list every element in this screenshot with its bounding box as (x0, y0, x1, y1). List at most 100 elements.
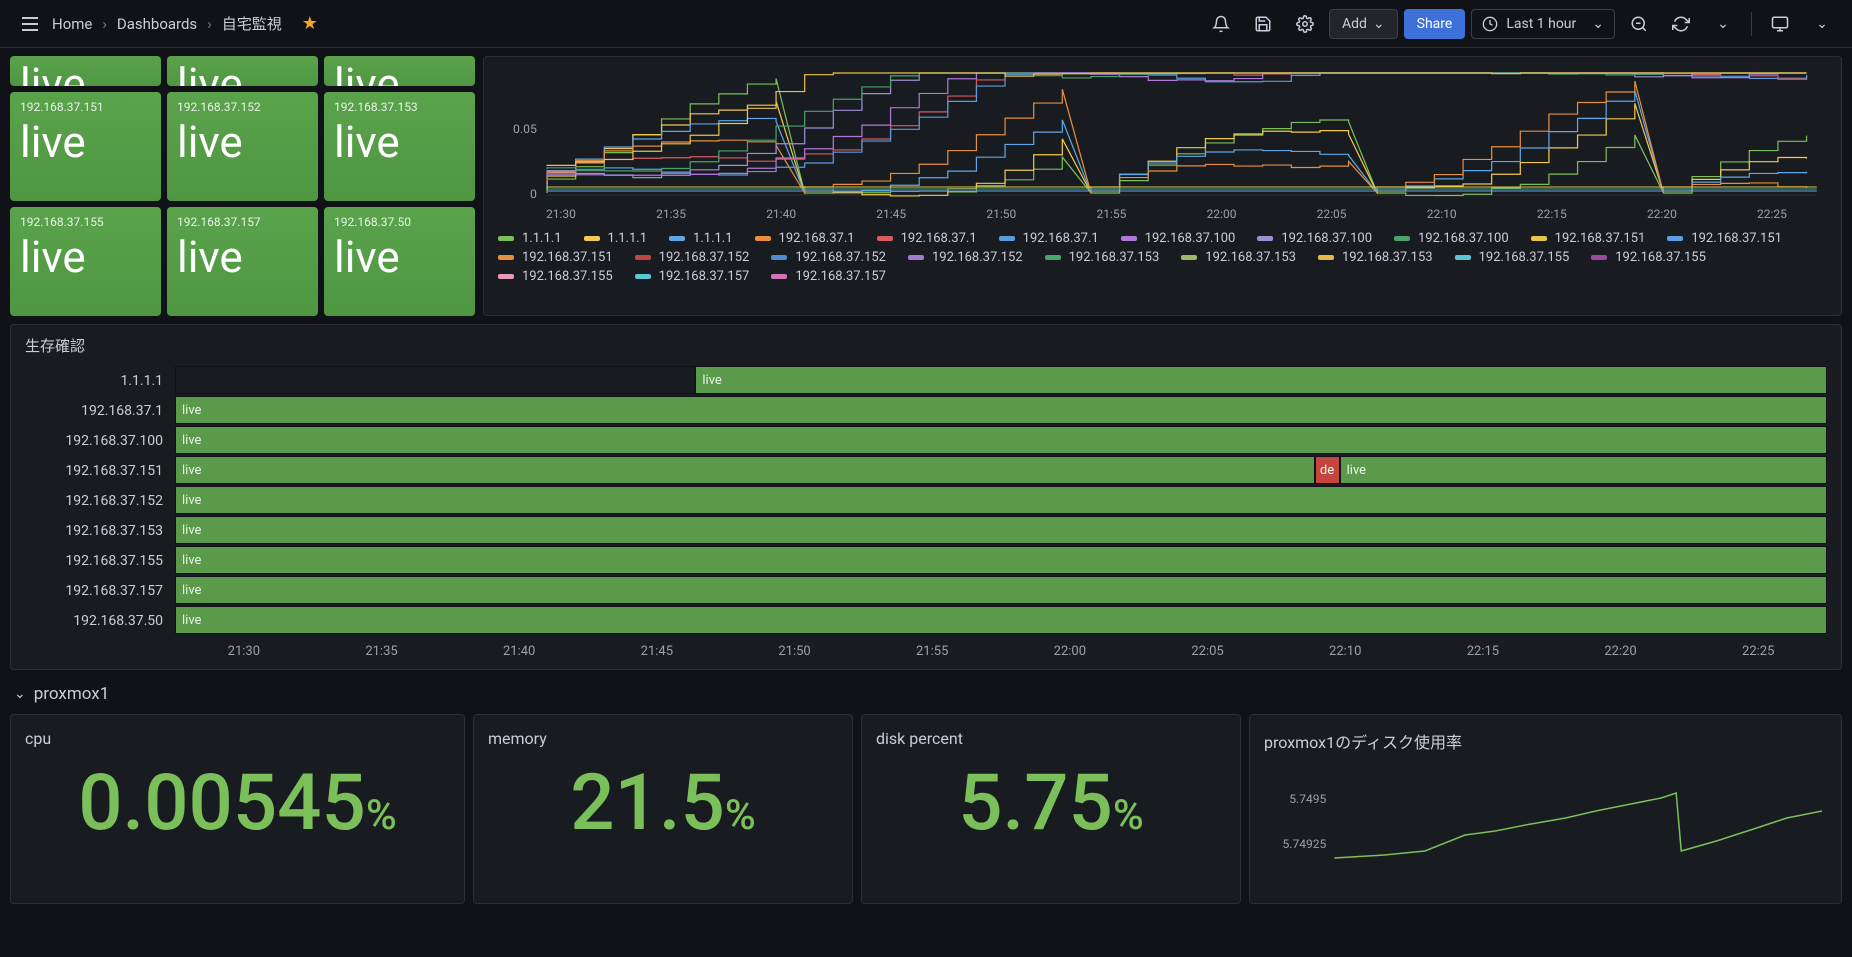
share-button[interactable]: Share (1404, 9, 1466, 39)
legend-item[interactable]: 192.168.37.153 (1181, 250, 1296, 265)
panel-title: proxmox1のディスク使用率 (1264, 729, 1827, 753)
legend-item[interactable]: 192.168.37.155 (1455, 250, 1570, 265)
legend-item[interactable]: 192.168.37.1 (877, 231, 977, 246)
legend-label: 192.168.37.1 (779, 231, 855, 246)
stat-panel-cpu[interactable]: cpu 0.00545% (10, 714, 465, 904)
legend-item[interactable]: 1.1.1.1 (584, 231, 648, 246)
legend-item[interactable]: 1.1.1.1 (498, 231, 562, 246)
star-icon[interactable]: ★ (302, 13, 318, 34)
menu-icon[interactable] (12, 6, 48, 42)
legend-item[interactable]: 192.168.37.157 (771, 269, 886, 284)
live-tile-ip: 192.168.37.152 (177, 100, 308, 114)
legend-label: 192.168.37.100 (1145, 231, 1236, 246)
legend-label: 192.168.37.157 (659, 269, 750, 284)
live-tile[interactable]: 192.168.37.152 live (167, 92, 318, 201)
add-button[interactable]: Add ⌄ (1329, 9, 1398, 39)
legend-item[interactable]: 192.168.37.155 (498, 269, 613, 284)
panel-title: cpu (25, 729, 450, 748)
legend-item[interactable]: 192.168.37.1 (755, 231, 855, 246)
status-row-bar[interactable]: live (175, 426, 1827, 454)
legend-swatch (1591, 255, 1607, 260)
legend-item[interactable]: 192.168.37.151 (498, 250, 613, 265)
row-toggle-proxmox1[interactable]: ⌄ proxmox1 (10, 678, 1842, 714)
breadcrumb-home[interactable]: Home (52, 15, 92, 33)
status-row-bar[interactable]: livedelive (175, 456, 1827, 484)
status-segment: live (175, 576, 1827, 604)
legend-swatch (669, 236, 685, 241)
breadcrumb-dashboards[interactable]: Dashboards (117, 15, 197, 33)
live-tile[interactable]: 192.168.37.50live (324, 207, 475, 316)
status-row-bar[interactable]: live (175, 606, 1827, 634)
status-segment: live (175, 426, 1827, 454)
legend-item[interactable]: 192.168.37.152 (635, 250, 750, 265)
legend-item[interactable]: 192.168.37.155 (1591, 250, 1706, 265)
monitor-icon[interactable] (1762, 6, 1798, 42)
section-title: proxmox1 (34, 684, 110, 704)
legend-item[interactable]: 192.168.37.157 (635, 269, 750, 284)
legend-item[interactable]: 192.168.37.152 (908, 250, 1023, 265)
legend-item[interactable]: 1.1.1.1 (669, 231, 733, 246)
status-history-xaxis: 21:3021:3521:4021:4521:5021:5522:0022:05… (175, 644, 1827, 659)
live-tile[interactable]: live (10, 56, 161, 86)
stat-panel-disk[interactable]: disk percent 5.75% (861, 714, 1241, 904)
stat-value: 5.75% (876, 758, 1226, 849)
refresh-interval-dropdown[interactable]: ⌄ (1705, 6, 1741, 42)
live-tile[interactable]: 192.168.37.153live (324, 92, 475, 201)
add-label: Add (1342, 16, 1367, 32)
legend-label: 192.168.37.152 (932, 250, 1023, 265)
refresh-icon[interactable] (1663, 6, 1699, 42)
expand-icon[interactable]: ⌄ (1804, 6, 1840, 42)
stat-value: 0.00545% (25, 758, 450, 849)
live-tile[interactable]: 192.168.37.157live (167, 207, 318, 316)
status-segment: live (175, 396, 1827, 424)
status-segment (175, 366, 695, 394)
legend-label: 192.168.37.1 (901, 231, 977, 246)
live-tile[interactable]: live (167, 56, 318, 86)
legend-swatch (1181, 255, 1197, 260)
time-range-picker[interactable]: Last 1 hour ⌄ (1471, 9, 1615, 39)
chart-legend: 1.1.1.1 1.1.1.1 1.1.1.1 192.168.37.1 192.168… (498, 231, 1827, 284)
legend-item[interactable]: 192.168.37.100 (1257, 231, 1372, 246)
status-segment: de (1315, 456, 1340, 484)
live-tile[interactable]: live (324, 56, 475, 86)
status-row-bar[interactable]: live (175, 396, 1827, 424)
live-tile[interactable]: 192.168.37.151live (10, 92, 161, 201)
chevron-down-icon: ⌄ (1592, 16, 1604, 32)
legend-swatch (635, 255, 651, 260)
legend-item[interactable]: 192.168.37.152 (771, 250, 886, 265)
live-tile-status: live (20, 235, 151, 279)
status-history-panel[interactable]: 生存確認 1.1.1.1192.168.37.1192.168.37.10019… (10, 324, 1842, 670)
gear-icon[interactable] (1287, 6, 1323, 42)
legend-item[interactable]: 192.168.37.153 (1318, 250, 1433, 265)
status-row-bar[interactable]: live (175, 516, 1827, 544)
status-segment: live (175, 486, 1827, 514)
legend-item[interactable]: 192.168.37.100 (1121, 231, 1236, 246)
legend-label: 192.168.37.151 (1555, 231, 1646, 246)
bell-icon[interactable] (1203, 6, 1239, 42)
legend-item[interactable]: 192.168.37.1 (999, 231, 1099, 246)
status-row-bar[interactable]: live (175, 486, 1827, 514)
zoom-out-icon[interactable] (1621, 6, 1657, 42)
status-row-bar[interactable]: live (175, 546, 1827, 574)
live-tile-status: live (177, 120, 308, 164)
disk-usage-chart-panel[interactable]: proxmox1のディスク使用率 5.7495 5.74925 (1249, 714, 1842, 904)
legend-item[interactable]: 192.168.37.100 (1394, 231, 1509, 246)
svg-text:5.74925: 5.74925 (1283, 837, 1327, 851)
save-icon[interactable] (1245, 6, 1281, 42)
status-row-label: 1.1.1.1 (25, 366, 175, 396)
live-tile[interactable]: 192.168.37.155live (10, 207, 161, 316)
legend-swatch (498, 236, 514, 241)
status-row-bar[interactable]: live (175, 576, 1827, 604)
share-label: Share (1417, 16, 1453, 32)
legend-item[interactable]: 192.168.37.153 (1045, 250, 1160, 265)
top-toolbar: Home › Dashboards › 自宅監視 ★ Add ⌄ Share L… (0, 0, 1852, 48)
legend-item[interactable]: 192.168.37.151 (1531, 231, 1646, 246)
legend-swatch (999, 236, 1015, 241)
stat-panel-memory[interactable]: memory 21.5% (473, 714, 853, 904)
legend-label: 192.168.37.100 (1418, 231, 1509, 246)
status-row-bar[interactable]: live (175, 366, 1827, 394)
chevron-right-icon: › (102, 15, 107, 33)
legend-item[interactable]: 192.168.37.151 (1667, 231, 1782, 246)
legend-swatch (1045, 255, 1061, 260)
timeseries-panel[interactable]: 0.05 0 21:3021:3521:4021:4521:5021:5522:… (483, 56, 1842, 316)
